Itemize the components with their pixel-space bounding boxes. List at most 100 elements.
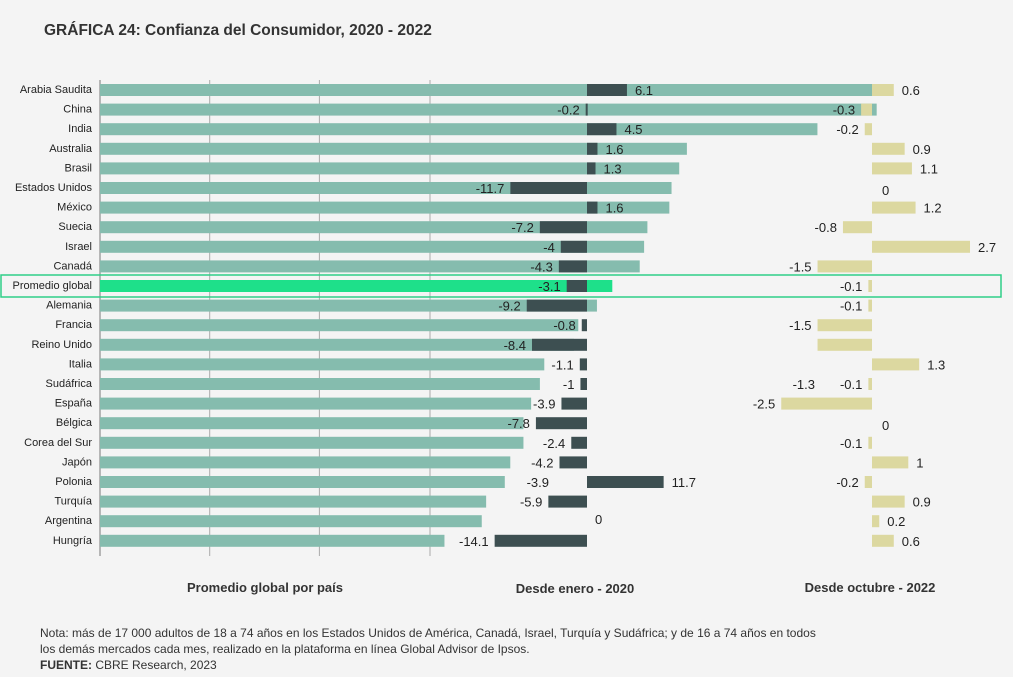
value-label: -1 [563,377,575,392]
bar-country [100,456,511,469]
bar-change-2022 [872,495,905,508]
value-label: 0.2 [887,514,905,529]
value-label: -0.2 [836,122,858,137]
category-label: Polonia [55,476,93,488]
consumer-confidence-chart: Arabia Saudita China India Australia Brasil E… [0,80,1002,596]
bar-change-2022 [868,299,872,312]
bar-change-2020 [531,338,587,351]
footnote-line-2: los demás mercados cada mes, realizado e… [40,642,530,656]
value-label: -1.3 [793,377,815,392]
bar-country [100,260,640,273]
bar-change-2020 [526,299,587,312]
value-label: -1.1 [551,357,573,372]
bar-change-2020 [535,417,587,430]
bar-country [100,338,574,351]
bar-country [100,515,482,528]
source-line: FUENTE: CBRE Research, 2023 [40,658,217,672]
category-label: Argentina [45,515,93,527]
bar-change-2022 [872,456,909,469]
value-label: -3.9 [533,397,555,412]
bar-change-2022 [872,84,894,96]
bar-country [100,240,645,253]
category-label: Corea del Sur [24,437,92,449]
bar-change-2020 [559,456,587,469]
category-label: China [63,104,93,116]
bar-change-2022 [817,338,872,351]
footnote-line-1: Nota: más de 17 000 adultos de 18 a 74 a… [40,626,816,640]
value-label: -0.1 [840,279,862,294]
bar-change-2020 [566,280,587,292]
bar-country [100,319,579,332]
bar-change-2020 [539,221,587,234]
value-label: -2.4 [543,436,565,451]
bar-country [100,436,524,449]
value-label: -4.2 [531,455,553,470]
bar-country [100,84,886,96]
bar-change-2022 [868,436,872,449]
value-label: -7.8 [508,416,530,431]
value-label: -0.8 [553,318,575,333]
bar-change-2020 [580,378,587,390]
bar-change-2020 [510,182,587,194]
category-label: Italia [69,358,93,370]
bar-change-2022 [861,103,872,116]
bar-change-2022 [817,319,872,332]
panel-title: Promedio global por país [187,580,343,595]
value-label: 4.5 [624,122,642,137]
value-label: -0.1 [840,436,862,451]
value-label: 0 [882,418,889,433]
bar-change-2020 [581,319,587,332]
category-label: Turquía [54,496,92,508]
category-label: Australia [49,143,93,155]
category-label: Israel [65,241,92,253]
bar-change-2022 [872,162,912,175]
value-label: 0 [882,183,889,198]
value-label: 6.1 [635,83,653,98]
value-label: 1.3 [927,357,945,372]
bar-country [100,299,597,312]
bar-change-2022 [842,221,872,234]
category-label: Bélgica [56,417,93,429]
value-label: 11.7 [672,475,696,490]
panel-title: Desde enero - 2020 [516,581,635,596]
value-label: 1 [916,455,923,470]
value-label: 2.7 [978,240,996,255]
category-label: España [55,398,93,410]
category-label: Canadá [53,260,92,272]
value-label: 1.3 [604,161,622,176]
bar-country [100,358,545,371]
value-label: -3.9 [527,475,549,490]
bar-change-2020 [561,397,587,410]
bar-country [100,162,680,175]
bar-country [100,221,648,234]
bar-change-2022 [872,358,920,371]
category-label: Alemania [46,300,93,312]
value-label: -0.1 [840,299,862,314]
bar-change-2020 [558,260,587,273]
bar-change-2020 [548,495,587,508]
category-label: India [68,123,93,135]
bar-change-2020 [587,162,596,175]
value-label: -0.8 [815,220,837,235]
value-label: -7.2 [511,220,533,235]
value-label: 0.9 [913,142,931,157]
bar-change-2020 [579,358,587,371]
bar-change-2022 [872,142,905,155]
bar-country [100,378,540,390]
bar-change-2022 [872,201,916,214]
value-label: -14.1 [459,534,489,549]
value-label: -4 [543,240,555,255]
category-label: Estados Unidos [15,182,93,194]
bar-change-2020 [587,123,617,136]
value-label: 1.2 [924,201,942,216]
bar-change-2022 [817,260,872,273]
bar-change-2022 [864,123,872,136]
value-label: -0.2 [836,475,858,490]
bar-change-2020 [587,201,598,214]
category-label: Promedio global [13,280,93,292]
bar-country [100,534,445,547]
value-label: -11.7 [476,181,505,196]
source-text: CBRE Research, 2023 [92,658,217,672]
bar-change-2020 [571,436,587,449]
bar-country [100,142,687,155]
